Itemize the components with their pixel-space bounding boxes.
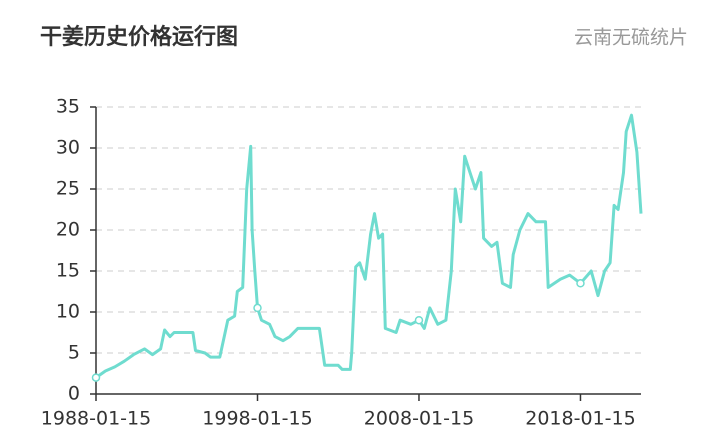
point-marker [253, 303, 262, 313]
y-tick-label: 0 [68, 383, 80, 405]
chart-title: 干姜历史价格运行图 [40, 24, 238, 50]
x-tick-label: 1998-01-15 [202, 408, 312, 430]
y-tick-label: 20 [56, 219, 80, 241]
y-tick-label: 30 [56, 137, 80, 159]
y-tick-label: 35 [56, 96, 80, 118]
chart-subtitle: 云南无硫统片 [574, 27, 688, 49]
point-marker [576, 279, 585, 288]
y-tick-label: 25 [56, 178, 80, 200]
point-marker [91, 373, 101, 382]
price-line [95, 113, 643, 379]
x-tick-label: 2018-01-15 [525, 408, 635, 430]
y-tick-label: 10 [56, 301, 80, 323]
point-marker [414, 315, 424, 325]
x-tick-label: 2008-01-15 [364, 408, 474, 430]
x-tick-label: 1988-01-15 [41, 408, 151, 430]
y-tick-label: 15 [56, 260, 80, 282]
y-tick-label: 5 [68, 342, 80, 364]
